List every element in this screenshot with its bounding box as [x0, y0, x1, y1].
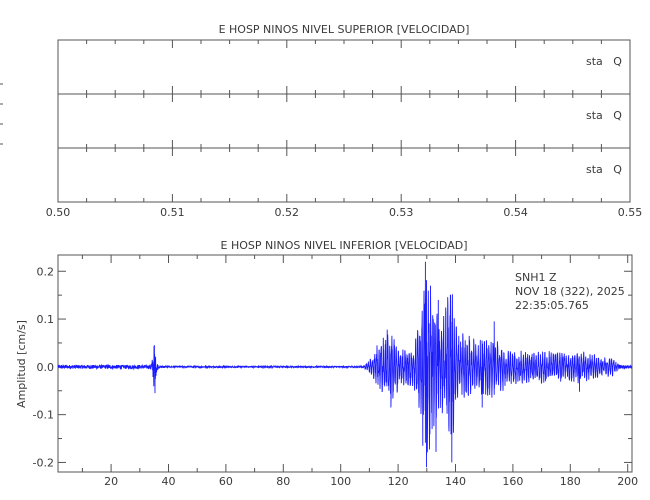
top-panel-title: E HOSP NINOS NIVEL SUPERIOR [VELOCIDAD] [219, 23, 470, 36]
trace-label: sta Q [586, 55, 622, 68]
y-tick-label: -0.1 [33, 409, 54, 422]
bottom-panel: 20 40 60 80 100 120 140 160 180 200 -0.2 -0.1 0.0 0.1… [33, 254, 638, 488]
x-tick-label: 120 [388, 475, 409, 488]
x-tick-label: 0.54 [503, 206, 528, 219]
x-tick-label: 0.53 [389, 206, 414, 219]
x-tick-label: 0.50 [46, 206, 71, 219]
y-axis-label: Amplitud [cm/s] [15, 320, 28, 408]
x-tick-label: 200 [617, 475, 638, 488]
y-tick-label: -0.2 [33, 456, 54, 469]
trace-label: sta Q [586, 109, 622, 122]
y-tick-label: 0.1 [37, 313, 55, 326]
trace-label: sta Q [586, 163, 622, 176]
x-tick-label: 0.52 [275, 206, 300, 219]
x-tick-label: 0.55 [618, 206, 643, 219]
x-tick-label: 20 [104, 475, 118, 488]
x-tick-label: 40 [161, 475, 175, 488]
x-tick-label: 0.51 [160, 206, 185, 219]
x-tick-label: 180 [560, 475, 581, 488]
station-annotation: SNH1 Z [515, 271, 557, 284]
x-tick-label: 160 [502, 475, 523, 488]
top-panel-frame [57, 39, 631, 203]
time-annotation: 22:35:05.765 [515, 299, 589, 312]
x-tick-label: 60 [219, 475, 233, 488]
bottom-panel-title: E HOSP NINOS NIVEL INFERIOR [VELOCIDAD] [221, 239, 468, 252]
waveform-trace [57, 261, 633, 468]
y-tick-label: 0.2 [37, 265, 55, 278]
bottom-panel-frame [57, 254, 633, 473]
date-annotation: NOV 18 (322), 2025 [515, 285, 625, 298]
x-tick-label: 100 [330, 475, 351, 488]
x-tick-label: 140 [445, 475, 466, 488]
x-tick-label: 80 [276, 475, 290, 488]
y-tick-label: 0.0 [37, 361, 55, 374]
top-panel: 0.50 0.51 0.52 0.53 0.54 0.55 sta Q sta Q sta Q [0, 39, 643, 219]
